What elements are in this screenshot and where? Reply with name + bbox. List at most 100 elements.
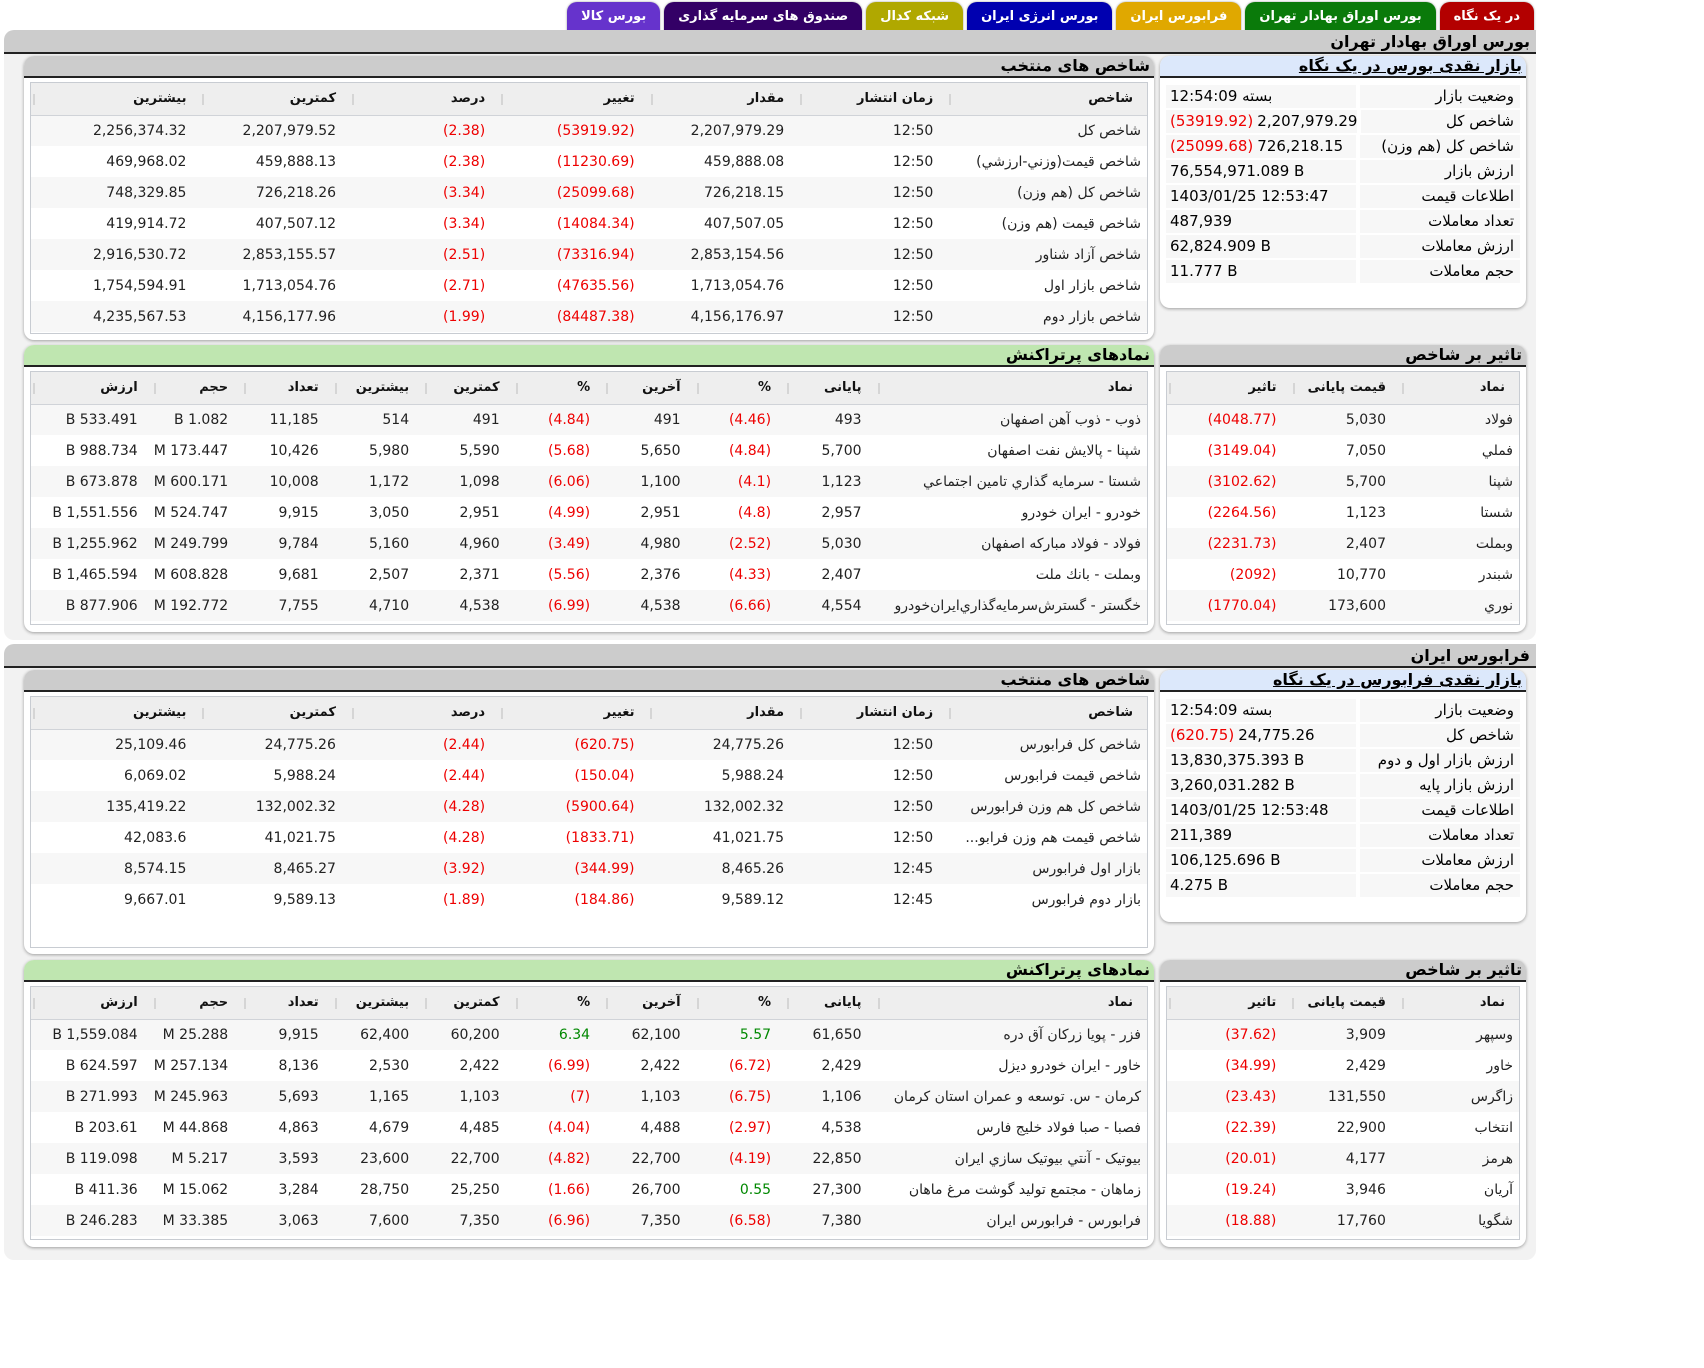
tab-6[interactable]: بورس کالا	[567, 2, 661, 32]
symbol-cell[interactable]: شاخص بازار اول	[1043, 277, 1141, 294]
symbol-cell[interactable]: شگویا	[1399, 1205, 1519, 1236]
symbol-cell[interactable]: آریان	[1483, 1181, 1513, 1198]
symbol-cell[interactable]: شاخص بازار دوم	[947, 301, 1147, 332]
symbol-cell[interactable]: فصبا - صبا فولاد خلیج فارس	[976, 1119, 1141, 1136]
table-row[interactable]: شاخص قیمت فرابورس 12:50 5,988.24 (150.04) (2…	[31, 760, 1147, 791]
tab-3[interactable]: بورس انرژی ایران	[967, 2, 1113, 32]
column-header[interactable]: تاثیر	[1167, 372, 1291, 405]
column-header[interactable]: کمترین	[423, 987, 514, 1020]
table-row[interactable]: شگویا 17,760 (18.88)	[1167, 1205, 1519, 1236]
table-row[interactable]: زماهان - مجتمع تولید گوشت مرغ ماهان 27,30…	[31, 1174, 1147, 1205]
symbol-cell[interactable]: خودرو - ایران خودرو	[1021, 504, 1141, 521]
symbol-cell[interactable]: وبملت	[1400, 528, 1519, 559]
table-row[interactable]: شستا 1,123 (2264.56)	[1167, 497, 1519, 528]
column-header[interactable]: تعداد	[242, 372, 333, 405]
table-row[interactable]: فولاد 5,030 (4048.77)	[1167, 404, 1519, 435]
column-header[interactable]: %	[513, 987, 605, 1020]
table-row[interactable]: شاخص کل 12:50 2,207,979.29 (53919.92) (2.38)…	[31, 115, 1147, 146]
table-row[interactable]: شاخص کل هم وزن فرابورس 12:50 132,002.32 (59…	[31, 791, 1147, 822]
table-row[interactable]: وبملت - بانك ملت 2,407 (4.33) 2,376 (5.56) 2,…	[31, 559, 1147, 590]
table-row[interactable]: فولاد - فولاد مبارکه اصفهان 5,030 (2.52) 4,…	[31, 528, 1147, 559]
symbol-cell[interactable]: شاخص قیمت هم وزن فرابو...	[965, 829, 1141, 846]
column-header[interactable]: نماد	[1399, 987, 1519, 1020]
symbol-cell[interactable]: بیوتیک - آنتي بیوتیک سازي ایران	[875, 1143, 1147, 1174]
column-header[interactable]: تاثیر	[1167, 987, 1291, 1020]
symbol-cell[interactable]: بازار دوم فرابورس	[1031, 891, 1141, 908]
table-row[interactable]: زاگرس 131,550 (23.43)	[1167, 1081, 1519, 1112]
table-row[interactable]: خاور - ایران خودرو دیزل 2,429 (6.72) 2,422 (…	[31, 1050, 1147, 1081]
table-row[interactable]: انتخاب 22,900 (22.39)	[1167, 1112, 1519, 1143]
column-header[interactable]: %	[694, 987, 786, 1020]
table-row[interactable]: شپنا 5,700 (3102.62)	[1167, 466, 1519, 497]
column-header[interactable]: درصد	[350, 83, 500, 116]
column-header[interactable]: نماد	[875, 987, 1147, 1020]
column-header[interactable]: کمترین	[200, 697, 350, 730]
column-header[interactable]: زمان انتشار	[798, 697, 948, 730]
table-row[interactable]: شاخص کل (هم وزن) 12:50 726,218.15 (25099.68…	[31, 177, 1147, 208]
table-row[interactable]: شاخص بازار اول 12:50 1,713,054.76 (47635.56…	[31, 270, 1147, 301]
column-header[interactable]: نماد	[875, 372, 1147, 405]
table-row[interactable]: شپنا - پالایش نفت اصفهان 5,700 (4.84) 5,650…	[31, 435, 1147, 466]
symbol-cell[interactable]: شاخص کل هم وزن فرابورس	[947, 791, 1147, 822]
symbol-cell[interactable]: شاخص قیمت فرابورس	[1004, 767, 1141, 784]
table-row[interactable]: بیوتیک - آنتي بیوتیک سازي ایران 22,850 (4.…	[31, 1143, 1147, 1174]
column-header[interactable]: آخرین	[604, 987, 695, 1020]
column-header[interactable]: بیشترین	[31, 83, 201, 116]
column-header[interactable]: قیمت پایانی	[1290, 372, 1400, 405]
symbol-cell[interactable]: فولاد - فولاد مبارکه اصفهان	[875, 528, 1147, 559]
column-header[interactable]: پایانی	[785, 372, 876, 405]
table-row[interactable]: ذوب - ذوب آهن اصفهان 493 (4.46) 491 (4.84) 49…	[31, 404, 1147, 435]
table-row[interactable]: خگستر - گسترش‌سرمايه‌گذاري‌ايران‌خودرو 4,…	[31, 590, 1147, 621]
tab-1[interactable]: بورس اوراق بهادار تهران	[1245, 2, 1436, 32]
table-row[interactable]: وبملت 2,407 (2231.73)	[1167, 528, 1519, 559]
table-row[interactable]: وسپهر 3,909 (37.62)	[1167, 1019, 1519, 1050]
symbol-cell[interactable]: شاخص کل (هم وزن)	[947, 177, 1147, 208]
symbol-cell[interactable]: شاخص کل	[947, 115, 1147, 146]
column-header[interactable]: کمترین	[423, 372, 514, 405]
table-row[interactable]: فصبا - صبا فولاد خلیج فارس 4,538 (2.97) 4,4…	[31, 1112, 1147, 1143]
column-header[interactable]: درصد	[349, 697, 500, 730]
table-row[interactable]: فرابورس - فرابورس ایران 7,380 (6.58) 7,350(…	[31, 1205, 1147, 1236]
column-header[interactable]: شاخص	[947, 83, 1147, 116]
table-row[interactable]: بازار دوم فرابورس 12:45 9,589.12 (184.86) (1…	[31, 884, 1147, 915]
tab-5[interactable]: صندوق های سرمایه گذاری	[664, 2, 863, 32]
symbol-cell[interactable]: فملي	[1481, 442, 1513, 459]
table-row[interactable]: نوري 173,600 (1770.04)	[1167, 590, 1519, 621]
column-header[interactable]: %	[513, 372, 605, 405]
column-header[interactable]: حجم	[151, 987, 243, 1020]
symbol-cell[interactable]: فرابورس - فرابورس ایران	[875, 1205, 1147, 1236]
symbol-cell[interactable]: شاخص کل فرابورس	[947, 729, 1147, 760]
table-row[interactable]: شاخص قیمت(وزني-ارزشي) 12:50 459,888.08 (112…	[31, 146, 1147, 177]
table-row[interactable]: شاخص کل فرابورس 12:50 24,775.26 (620.75) (2.…	[31, 729, 1147, 760]
column-header[interactable]: آخرین	[604, 372, 695, 405]
symbol-cell[interactable]: خاور	[1486, 1057, 1513, 1074]
column-header[interactable]: تعداد	[242, 987, 333, 1020]
table-row[interactable]: شاخص قیمت هم وزن فرابو... 12:50 41,021.75 (…	[31, 822, 1147, 853]
table-row[interactable]: شاخص قیمت (هم وزن) 12:50 407,507.05 (14084.…	[31, 208, 1147, 239]
column-header[interactable]: حجم	[151, 372, 243, 405]
table-row[interactable]: فملي 7,050 (3149.04)	[1167, 435, 1519, 466]
column-header[interactable]: زمان انتشار	[798, 83, 948, 116]
column-header[interactable]: مقدار	[648, 697, 798, 730]
symbol-cell[interactable]: بازار اول فرابورس	[947, 853, 1147, 884]
column-header[interactable]: تغییر	[499, 83, 649, 116]
table-row[interactable]: فزر - پویا زرکان آق دره 61,650 5.57 62,100 6…	[31, 1019, 1147, 1050]
symbol-cell[interactable]: وبملت - بانك ملت	[1035, 566, 1141, 583]
table-row[interactable]: شاخص بازار دوم 12:50 4,156,176.97 (84487.38…	[31, 301, 1147, 332]
symbol-cell[interactable]: خگستر - گسترش‌سرمايه‌گذاري‌ايران‌خودرو	[875, 590, 1147, 621]
table-row[interactable]: خودرو - ایران خودرو 2,957 (4.8) 2,951 (4.99)…	[31, 497, 1147, 528]
symbol-cell[interactable]: خاور - ایران خودرو دیزل	[998, 1057, 1141, 1074]
table-row[interactable]: بازار اول فرابورس 12:45 8,465.26 (344.99) (3…	[31, 853, 1147, 884]
column-header[interactable]: بیشترین	[31, 697, 201, 730]
table-row[interactable]: خاور 2,429 (34.99)	[1167, 1050, 1519, 1081]
symbol-cell[interactable]: کرمان - س. توسعه و عمران استان کرمان	[875, 1081, 1147, 1112]
tab-0[interactable]: در یک نگاه	[1439, 2, 1534, 32]
table-row[interactable]: هرمز 4,177 (20.01)	[1167, 1143, 1519, 1174]
column-header[interactable]: بیشترین	[332, 372, 424, 405]
column-header[interactable]: قیمت پایانی	[1290, 987, 1400, 1020]
table-row[interactable]: شاخص آزاد شناور 12:50 2,853,154.56 (73316.9…	[31, 239, 1147, 270]
tab-4[interactable]: شبکه کدال	[866, 2, 964, 32]
symbol-cell[interactable]: ذوب - ذوب آهن اصفهان	[875, 404, 1147, 435]
column-header[interactable]: بیشترین	[332, 987, 424, 1020]
column-header[interactable]: ارزش	[31, 372, 152, 405]
